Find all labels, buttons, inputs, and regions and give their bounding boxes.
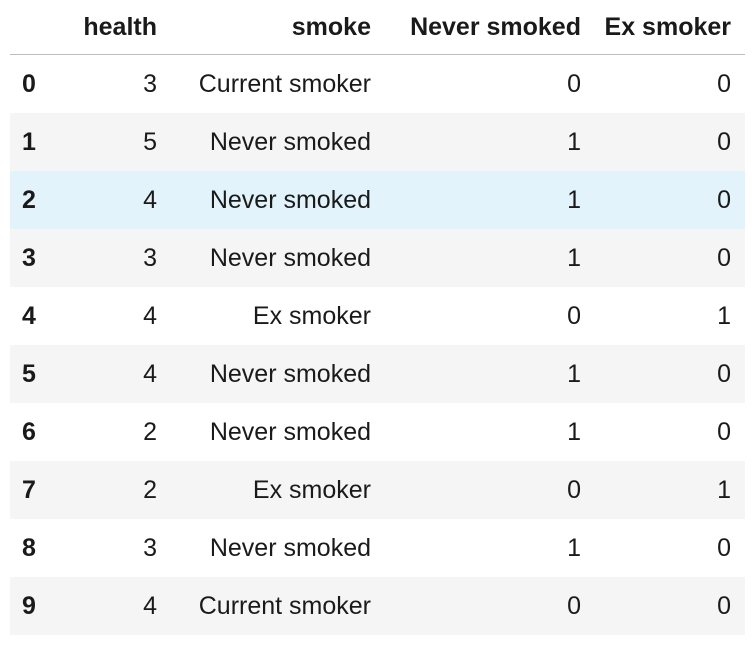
cell-ex-smoker: 0 — [717, 127, 731, 156]
cell-ex-smoker: 0 — [717, 69, 731, 98]
cell-health: 4 — [143, 185, 157, 214]
cell-never-smoked: 1 — [567, 359, 581, 388]
table-row: 7 2 Ex smoker 0 1 — [10, 461, 745, 519]
cell-never-smoked: 1 — [567, 243, 581, 272]
cell-ex-smoker: 0 — [717, 185, 731, 214]
header-health: health — [65, 0, 171, 55]
row-index: 4 — [22, 301, 36, 330]
cell-never-smoked: 1 — [567, 185, 581, 214]
cell-health: 3 — [143, 69, 157, 98]
cell-smoke: Current smoker — [198, 591, 371, 620]
cell-health: 4 — [143, 591, 157, 620]
cell-smoke: Ex smoker — [252, 475, 371, 504]
dataframe-table: health smoke Never smoked Ex smoker 0 3 Cu… — [10, 0, 745, 635]
dataframe-output: health smoke Never smoked Ex smoker 0 3 Cu… — [10, 0, 745, 635]
cell-ex-smoker: 1 — [717, 475, 731, 504]
cell-ex-smoker: 1 — [717, 301, 731, 330]
table-body: 0 3 Current smoker 0 0 1 5 Never smoked 1 0 2 4 Neve… — [10, 55, 745, 635]
table-row: 9 4 Current smoker 0 0 — [10, 577, 745, 635]
cell-smoke: Never smoked — [209, 243, 371, 272]
row-index: 2 — [22, 185, 36, 214]
cell-ex-smoker: 0 — [717, 359, 731, 388]
cell-never-smoked: 1 — [567, 127, 581, 156]
row-index: 6 — [22, 417, 36, 446]
row-index: 0 — [22, 69, 36, 98]
cell-health: 3 — [143, 533, 157, 562]
cell-ex-smoker: 0 — [717, 243, 731, 272]
cell-health: 4 — [143, 301, 157, 330]
table-row: 2 4 Never smoked 1 0 — [10, 171, 745, 229]
row-index: 1 — [22, 127, 36, 156]
row-index: 8 — [22, 533, 36, 562]
cell-never-smoked: 1 — [567, 417, 581, 446]
cell-smoke: Ex smoker — [252, 301, 371, 330]
table-row: 3 3 Never smoked 1 0 — [10, 229, 745, 287]
table-header: health smoke Never smoked Ex smoker — [10, 0, 745, 55]
cell-never-smoked: 0 — [567, 69, 581, 98]
cell-never-smoked: 0 — [567, 475, 581, 504]
cell-never-smoked: 1 — [567, 533, 581, 562]
cell-health: 3 — [143, 243, 157, 272]
cell-never-smoked: 0 — [567, 301, 581, 330]
row-index: 9 — [22, 591, 36, 620]
header-row: health smoke Never smoked Ex smoker — [10, 0, 745, 55]
cell-ex-smoker: 0 — [717, 591, 731, 620]
row-index: 5 — [22, 359, 36, 388]
cell-health: 4 — [143, 359, 157, 388]
cell-smoke: Never smoked — [209, 185, 371, 214]
table-row: 6 2 Never smoked 1 0 — [10, 403, 745, 461]
cell-smoke: Never smoked — [209, 417, 371, 446]
row-index: 3 — [22, 243, 36, 272]
row-index: 7 — [22, 475, 36, 504]
header-index — [10, 0, 65, 55]
cell-smoke: Never smoked — [209, 127, 371, 156]
cell-ex-smoker: 0 — [717, 533, 731, 562]
cell-health: 5 — [143, 127, 157, 156]
header-ex-smoker: Ex smoker — [595, 0, 745, 55]
header-smoke: smoke — [171, 0, 385, 55]
table-row: 8 3 Never smoked 1 0 — [10, 519, 745, 577]
table-row: 1 5 Never smoked 1 0 — [10, 113, 745, 171]
cell-smoke: Current smoker — [198, 69, 371, 98]
cell-ex-smoker: 0 — [717, 417, 731, 446]
table-row: 5 4 Never smoked 1 0 — [10, 345, 745, 403]
header-never-smoked: Never smoked — [385, 0, 595, 55]
cell-health: 2 — [143, 475, 157, 504]
cell-health: 2 — [143, 417, 157, 446]
table-row: 0 3 Current smoker 0 0 — [10, 55, 745, 114]
cell-smoke: Never smoked — [209, 359, 371, 388]
table-row: 4 4 Ex smoker 0 1 — [10, 287, 745, 345]
cell-never-smoked: 0 — [567, 591, 581, 620]
cell-smoke: Never smoked — [209, 533, 371, 562]
